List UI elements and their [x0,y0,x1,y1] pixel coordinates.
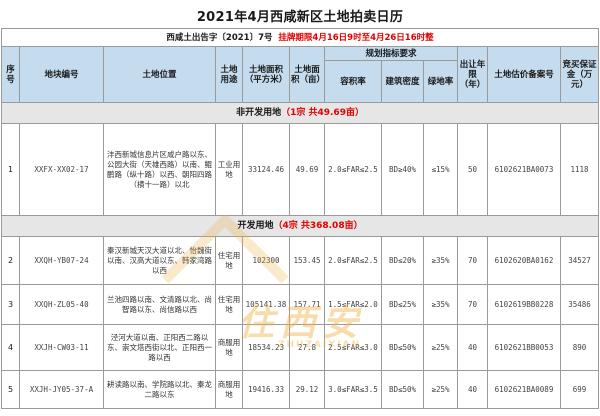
col-header-valuation: 土地估价备案号 [487,46,561,103]
col-header-years: 出让年限（年） [457,46,488,103]
cell-seq: 1 [1,123,20,216]
cell-years: 40 [457,324,488,371]
table-row: 1 XXFX-XX02-17 沣西新城信息片区咸户路以东、公园大街（天雄西路）以… [1,123,600,216]
cell-use: 商服用地 [215,370,243,409]
cell-far: 2.0≤FAR≤2.5 [324,123,382,216]
cell-far: 1.5≤FAR≤2.0 [324,284,382,325]
col-header-deposit: 竞买保证金（万元） [559,46,600,103]
page-title: 2021年4月西咸新区土地拍卖日历 [196,10,404,25]
table-row: 5 XXJH-JY05-37-A 耕读路以南、学院路以北、秦龙二路以东 商服用地… [1,370,600,409]
cell-years: 70 [457,284,488,325]
cell-density: BD≥40% [381,123,424,216]
cell-green: ≥25% [423,324,458,371]
cell-density: BD≤20% [381,236,424,285]
cell-years: 70 [457,236,488,285]
cell-use: 住宅用地 [215,236,243,285]
cell-area-sqm: 19416.33 [242,370,290,409]
cell-seq: 3 [1,284,20,325]
cell-location: 兰池四路以南、文清路以北、尚智路以东、尚信路以西 [103,284,216,325]
cell-valuation: 6102621BA0073 [487,123,561,216]
cell-area-mu: 49.69 [289,123,325,216]
cell-area-mu: 27.8 [289,324,325,371]
table-row: 3 XXQH-ZL05-40 兰池四路以南、文清路以北、尚智路以东、尚信路以西 … [1,284,600,325]
col-header-use: 土地用途 [215,46,243,103]
cell-seq: 4 [1,324,20,371]
cell-valuation: 6102619BB0228 [487,284,561,325]
col-header-parcel: 地块编号 [19,46,104,103]
col-header-area-mu: 土地面积（亩） [289,46,325,103]
cell-parcel: XXQH-ZL05-40 [19,284,104,325]
notice-row: 西咸土出告字〔2021〕7号 挂牌期限4月16日9时至4月26日16时整 [0,28,600,47]
cell-valuation: 6102621BB0053 [487,324,561,371]
cell-area-mu: 153.45 [289,236,325,285]
col-header-seq: 序号 [1,46,20,103]
cell-far: 3.0≤FAR≤3.5 [324,370,382,409]
cell-far: 2.0≤FAR≤2.5 [324,236,382,285]
section-header-non-dev: 非开发用地（1宗 共49.69亩） [0,102,600,124]
notice-period: 挂牌期限4月16日9时至4月26日16时整 [278,32,434,43]
col-header-green: 绿地率 [423,60,458,103]
cell-deposit: 890 [559,324,600,371]
cell-green: ≥25% [423,370,458,409]
section-summary: （4宗 共368.08亩） [273,221,363,231]
section-name: 开发用地 [237,221,274,231]
col-header-far: 容积率 [324,60,382,103]
cell-far: 2.5≤FAR≤3.0 [324,324,382,371]
cell-valuation: 6102621BA0089 [487,370,561,409]
cell-density: BD≤50% [381,324,424,371]
cell-density: BD≤25% [381,284,424,325]
cell-green: ≥35% [423,284,458,325]
cell-deposit: 699 [559,370,600,409]
cell-area-sqm: 105141.38 [242,284,290,325]
cell-use: 住宅用地 [215,284,243,325]
cell-deposit: 34527 [559,236,600,285]
table-row: 2 XXQH-YB07-24 秦汉新城天汉大道以北、怡魏街以南、汉高大道以东、韩… [1,236,600,285]
cell-use: 商服用地 [215,324,243,371]
cell-valuation: 6102620BA0162 [487,236,561,285]
cell-seq: 2 [1,236,20,285]
table-row: 4 XXJH-CW03-11 泾河大道以南、正阳西二路以东、崇文塔西街以北、正阳… [1,324,600,371]
cell-area-mu: 29.12 [289,370,325,409]
notice-cell: 西咸土出告字〔2021〕7号 挂牌期限4月16日9时至4月26日16时整 [0,28,600,47]
cell-location: 沣西新城信息片区咸户路以东、公园大街（天雄西路）以南、鲲鹏路（纵十路）以西、朝阳… [103,123,216,216]
section-summary: （1宗 共49.69亩） [281,108,364,118]
cell-density: BD≤50% [381,370,424,409]
land-auction-table: 西咸土出告字〔2021〕7号 挂牌期限4月16日9时至4月26日16时整 序号 … [0,28,600,409]
cell-green: ≤15% [423,123,458,216]
section-name: 非开发用地 [236,108,282,118]
cell-years: 40 [457,370,488,409]
col-header-location: 土地位置 [103,46,216,103]
cell-years: 50 [457,123,488,216]
col-header-planning: 规划指标要求 [324,46,458,61]
cell-seq: 5 [1,370,20,409]
cell-green: ≥35% [423,236,458,285]
cell-location: 耕读路以南、学院路以北、秦龙二路以东 [103,370,216,409]
cell-location: 秦汉新城天汉大道以北、怡魏街以南、汉高大道以东、韩家湾路以西 [103,236,216,285]
cell-area-sqm: 102300 [242,236,290,285]
cell-area-mu: 157.71 [289,284,325,325]
notice-label: 西咸土出告字〔2021〕7号 [166,32,273,43]
col-header-area-sqm: 土地面积（平方米） [242,46,290,103]
col-header-density: 建筑密度 [381,60,424,103]
cell-deposit: 35486 [559,284,600,325]
cell-area-sqm: 33124.46 [242,123,290,216]
header-row-2: 容积率 建筑密度 绿地率 [2,60,599,103]
section-header-dev: 开发用地（4宗 共368.08亩） [0,215,600,237]
cell-location: 泾河大道以南、正阳西二路以东、崇文塔西街以北、正阳西一路以西 [103,324,216,371]
cell-parcel: XXQH-YB07-24 [19,236,104,285]
cell-parcel: XXJH-CW03-11 [19,324,104,371]
cell-deposit: 1118 [559,123,600,216]
cell-area-sqm: 18534.23 [242,324,290,371]
cell-parcel: XXJH-JY05-37-A [19,370,104,409]
cell-use: 工业用地 [215,123,243,216]
header-row-1: 序号 地块编号 土地位置 土地用途 土地面积（平方米） 土地面积（亩） 规划指标… [1,46,600,103]
cell-parcel: XXFX-XX02-17 [19,123,104,216]
